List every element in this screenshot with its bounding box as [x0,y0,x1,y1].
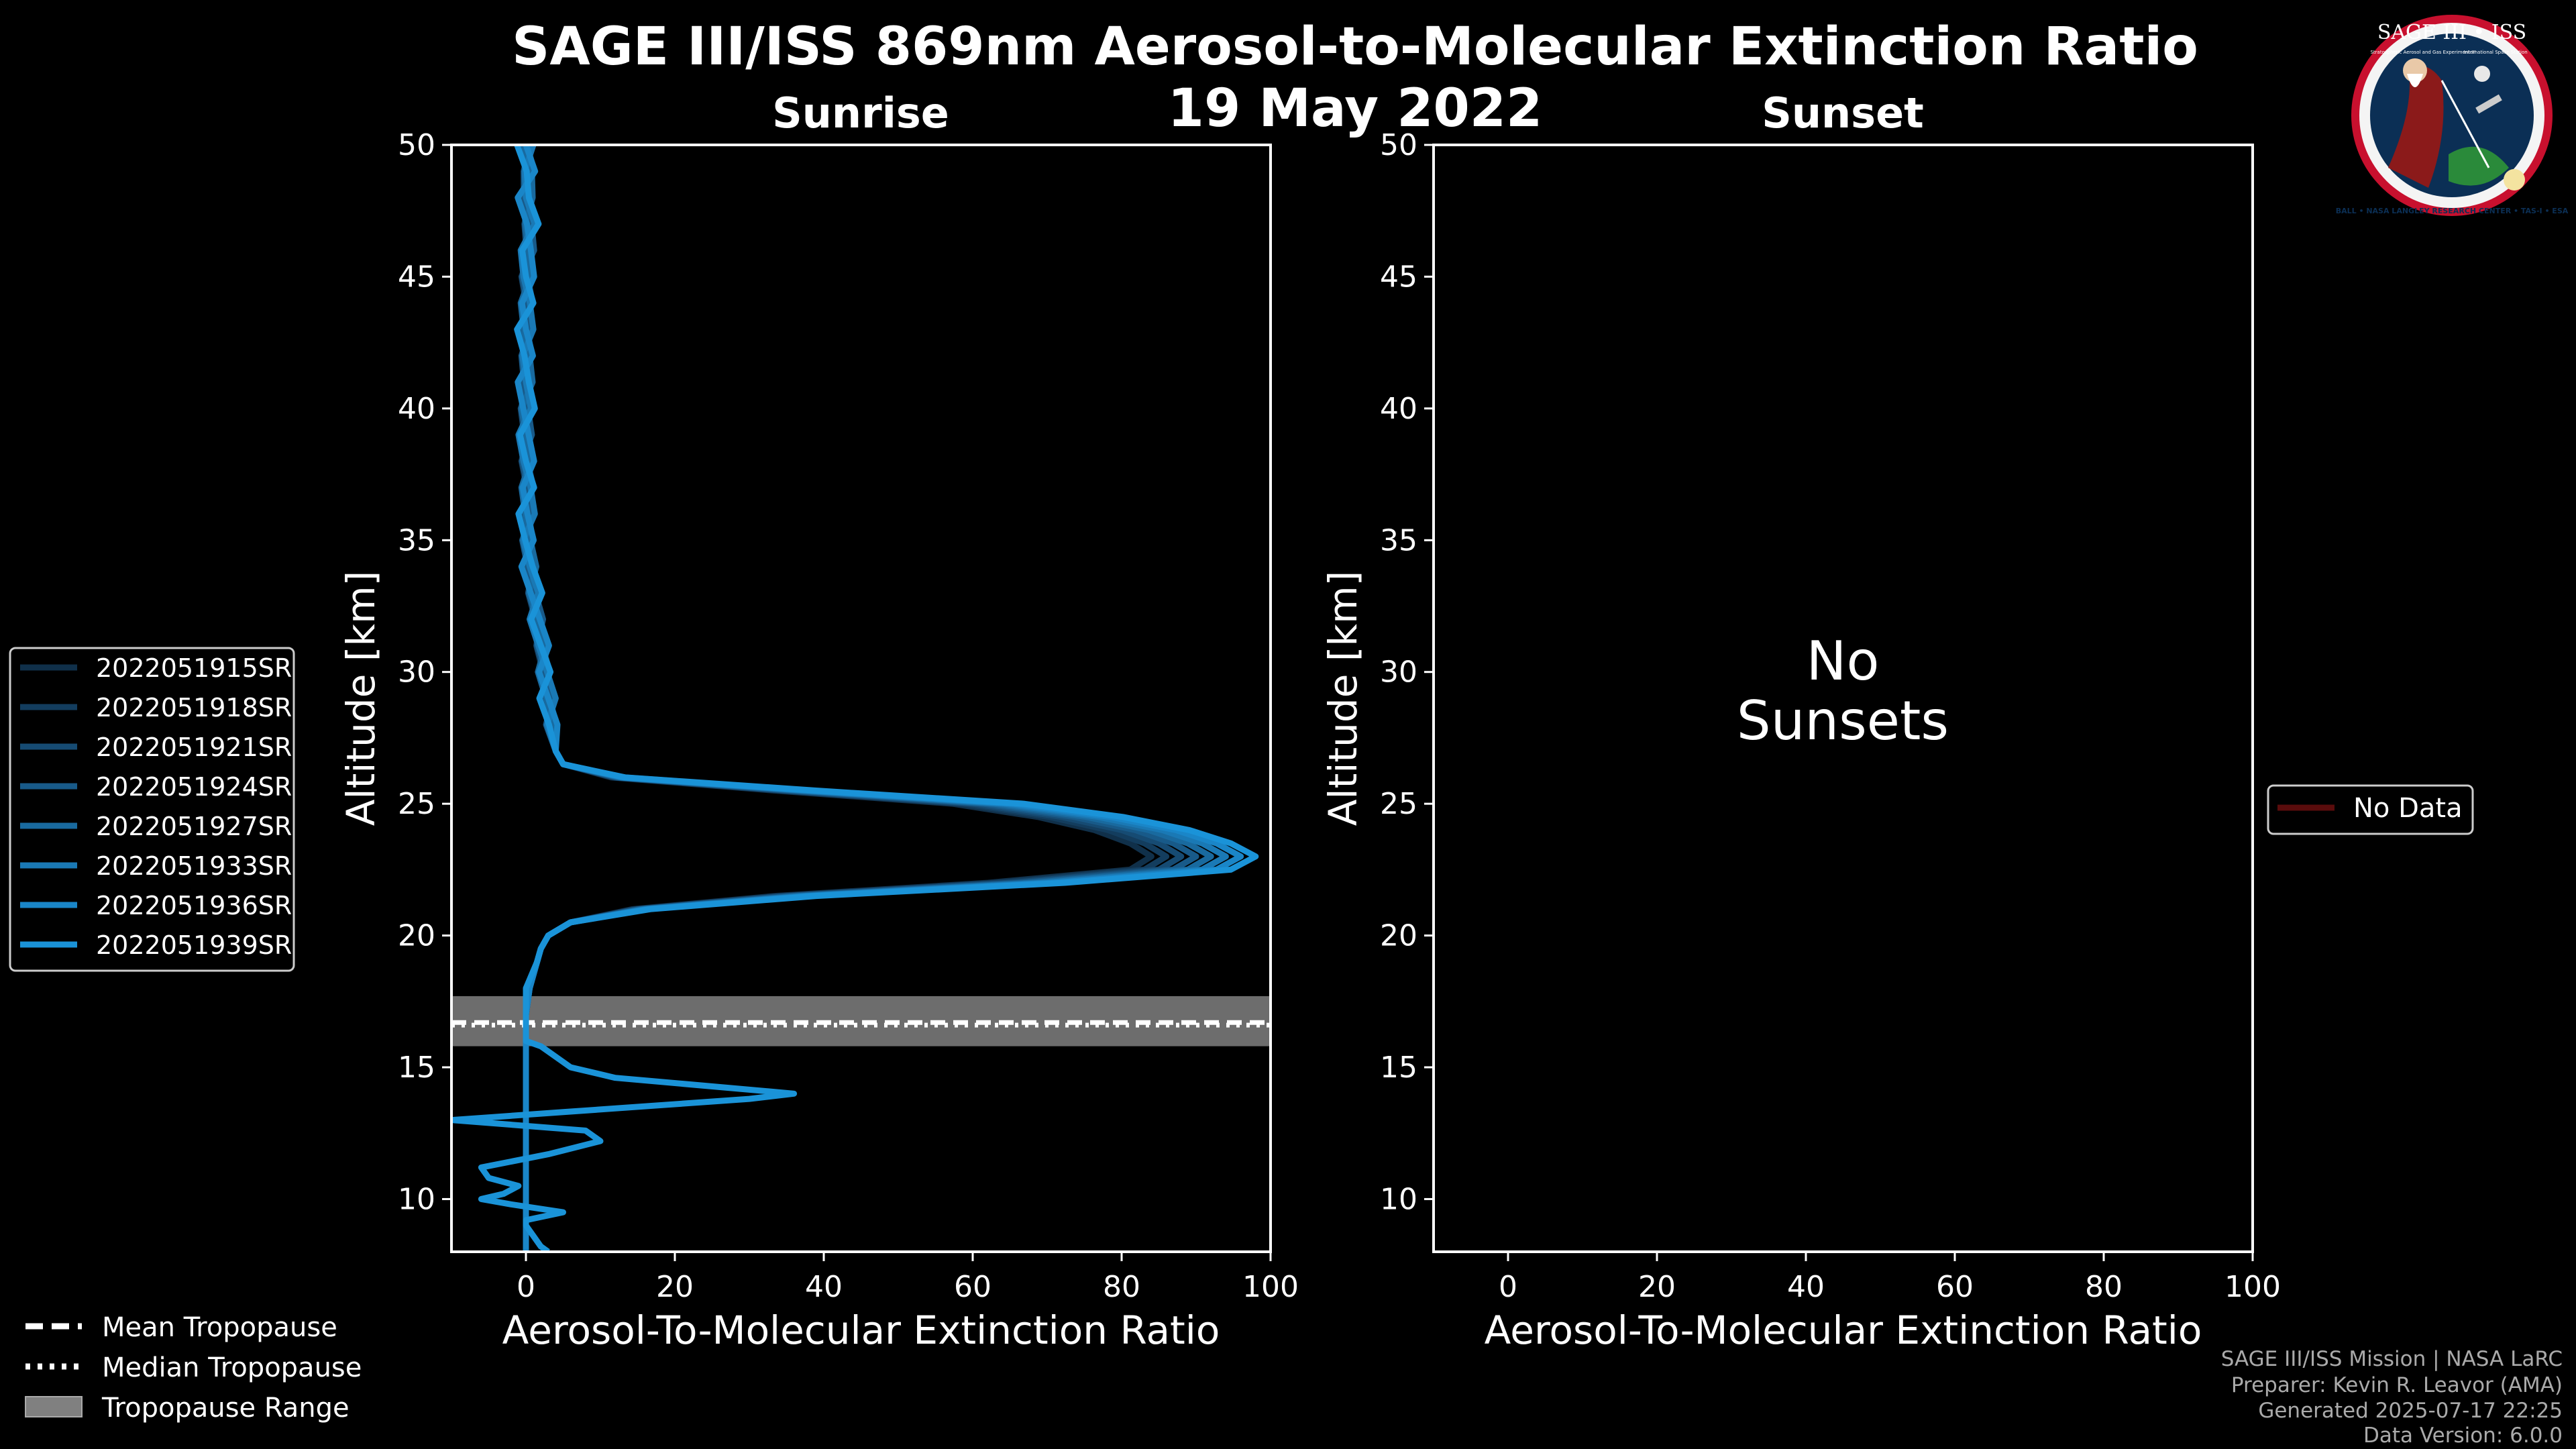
y-tick-label-20: 20 [1380,919,1417,953]
y-axis-label: Altitude [km] [338,571,384,826]
y-tick-label-40: 40 [398,392,435,426]
tropopause-range-label: Tropopause Range [101,1393,350,1424]
legend-label-2022051921SR: 2022051921SR [96,733,292,762]
profile-line-2022051939SR [451,145,1259,1252]
y-tick-label-40: 40 [1380,392,1417,426]
figure-date: 19 May 2022 [1168,78,1543,139]
footer-preparer: Preparer: Kevin R. Leavor (AMA) [2231,1373,2563,1397]
tropopause-range-band [451,996,1271,1046]
x-tick-label-20: 20 [656,1270,694,1304]
x-tick-label-80: 80 [1103,1270,1140,1304]
mean-tropopause-label: Mean Tropopause [102,1312,337,1343]
y-tick-label-50: 50 [1380,128,1417,162]
axes-frame [1432,144,2254,1253]
logo-small-right: International Space Station [2463,50,2527,55]
x-tick-label-20: 20 [1638,1270,1676,1304]
footer-credits: SAGE III/ISS Mission | NASA LaRC Prepare… [2221,1347,2563,1448]
x-tick-label-80: 80 [2085,1270,2123,1304]
x-tick-label-40: 40 [805,1270,843,1304]
y-axis-label: Altitude [km] [1320,571,1366,826]
y-tick-label-35: 35 [1380,523,1417,557]
x-tick-label-0: 0 [1499,1270,1517,1304]
tropopause-legend: Mean Tropopause Median Tropopause Tropop… [25,1312,362,1424]
x-axis-label: Aerosol-To-Molecular Extinction Ratio [1485,1307,2202,1353]
footer-mission: SAGE III/ISS Mission | NASA LaRC [2221,1347,2563,1371]
legend-label-2022051915SR: 2022051915SR [96,653,292,683]
y-tick-label-30: 30 [398,655,435,690]
legend-label-2022051924SR: 2022051924SR [96,772,292,802]
sunrise-panel: 10 15 20 25 30 35 40 45 50 0 20 40 60 80 100 Aerosol-To… [338,128,1299,1353]
y-tick-label-50: 50 [398,128,435,162]
no-sunsets-line1: No [1807,630,1880,692]
footer-version: Data Version: 6.0.0 [2363,1424,2563,1448]
legend-label-2022051927SR: 2022051927SR [96,812,292,841]
median-tropopause-label: Median Tropopause [102,1352,362,1383]
x-tick-label-60: 60 [1936,1270,1974,1304]
y-tick-label-45: 45 [398,260,435,294]
legend-label-2022051918SR: 2022051918SR [96,693,292,722]
no-data-label: No Data [2353,793,2463,824]
figure-title: SAGE III/ISS 869nm Aerosol-to-Molecular … [512,17,2198,77]
legend-label-2022051933SR: 2022051933SR [96,851,292,881]
y-tick-label-10: 10 [398,1182,435,1216]
sunrise-panel-title: Sunrise [772,89,949,138]
x-tick-label-0: 0 [517,1270,535,1304]
y-tick-label-30: 30 [1380,655,1417,690]
legend-label-2022051936SR: 2022051936SR [96,891,292,920]
y-tick-label-25: 25 [398,787,435,821]
no-sunsets-line2: Sunsets [1737,690,1949,752]
y-tick-label-25: 25 [1380,787,1417,821]
y-tick-label-20: 20 [398,919,435,953]
x-axis-label: Aerosol-To-Molecular Extinction Ratio [502,1307,1220,1353]
tropopause-range-swatch [25,1396,83,1417]
logo-ring-text: BALL • NASA LANGLEY RESEARCH CENTER • TA… [2336,207,2569,215]
sunset-panel-title: Sunset [1762,89,1924,138]
x-tick-label-40: 40 [1787,1270,1825,1304]
legend-label-2022051939SR: 2022051939SR [96,930,292,960]
y-tick-label-45: 45 [1380,260,1417,294]
profiles-legend: 2022051915SR 2022051918SR 2022051921SR 2022… [9,647,295,972]
y-tick-label-35: 35 [398,523,435,557]
y-tick-label-10: 10 [1380,1182,1417,1216]
sunset-panel: 10 15 20 25 30 35 40 45 50 0 20 40 60 80 100 Aerosol-To… [1320,128,2281,1353]
axes-frame [450,144,1272,1253]
sage-iii-iss-logo: SAGE III • ISS Stratospheric Aerosol and… [2336,15,2569,216]
y-tick-label-15: 15 [1380,1051,1417,1085]
logo-top-text: SAGE III • ISS [2377,21,2526,44]
footer-generated: Generated 2025-07-17 22:25 [2258,1399,2563,1423]
x-tick-label-100: 100 [2224,1270,2281,1304]
logo-small-left: Stratospheric Aerosol and Gas Experiment… [2370,50,2475,55]
y-tick-label-15: 15 [398,1051,435,1085]
sunset-legend: No Data [2267,784,2474,835]
x-tick-label-100: 100 [1242,1270,1299,1304]
x-tick-label-60: 60 [954,1270,991,1304]
